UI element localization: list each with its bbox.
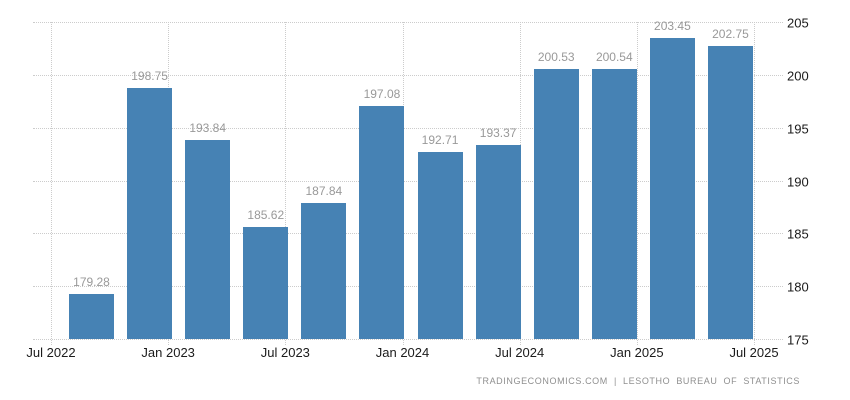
bar[interactable] xyxy=(417,151,463,339)
bar-value-label: 185.62 xyxy=(247,207,285,222)
bar[interactable] xyxy=(707,45,753,339)
x-axis-tick-label: Jul 2025 xyxy=(729,345,779,360)
bar-value-label: 193.84 xyxy=(189,120,227,135)
bar[interactable] xyxy=(649,38,695,339)
bar[interactable] xyxy=(359,105,405,339)
bar-value-label: 200.53 xyxy=(537,50,575,65)
bar-value-label: 197.08 xyxy=(363,86,401,101)
bar-value-label: 193.37 xyxy=(479,125,517,140)
vertical-gridline xyxy=(636,22,638,345)
horizontal-gridline xyxy=(33,233,783,235)
horizontal-gridline xyxy=(33,339,783,340)
y-axis-tick-label: 200 xyxy=(787,68,809,84)
x-axis-tick-label: Jan 2023 xyxy=(141,345,195,360)
bar[interactable] xyxy=(69,293,114,339)
horizontal-gridline xyxy=(33,127,783,129)
x-axis-tick-label: Jul 2022 xyxy=(26,345,76,360)
vertical-gridline xyxy=(285,22,287,345)
y-axis-tick-label: 180 xyxy=(787,279,809,295)
bar-value-label: 202.75 xyxy=(712,26,749,41)
y-axis-tick-label: 190 xyxy=(787,174,809,189)
vertical-gridline xyxy=(51,22,52,345)
bar-value-label: 198.75 xyxy=(131,69,168,84)
bar-value-label: 179.28 xyxy=(73,274,110,289)
attribution-text: TRADINGECONOMICS.COM | LESOTHO BUREAU OF… xyxy=(476,376,800,386)
horizontal-gridline xyxy=(33,74,783,76)
bar[interactable] xyxy=(243,226,289,339)
horizontal-gridline xyxy=(33,286,783,288)
bar-value-label: 192.71 xyxy=(421,132,459,147)
y-axis-tick-label: 205 xyxy=(787,15,809,31)
y-axis-tick-label: 195 xyxy=(787,121,809,137)
x-axis-tick-label: Jan 2024 xyxy=(375,345,430,360)
bar-value-label: 200.54 xyxy=(595,50,633,65)
bar-value-label: 187.84 xyxy=(305,184,343,199)
bar[interactable] xyxy=(185,139,231,339)
bar-value-label: 203.45 xyxy=(654,19,691,34)
vertical-gridline xyxy=(754,22,756,345)
x-axis-tick-label: Jan 2025 xyxy=(610,345,664,360)
bar[interactable] xyxy=(533,69,579,339)
y-axis-tick-label: 185 xyxy=(787,226,809,242)
horizontal-gridline xyxy=(33,22,783,23)
bar[interactable] xyxy=(127,88,173,339)
bar[interactable] xyxy=(301,203,347,339)
bar[interactable] xyxy=(475,144,521,339)
horizontal-gridline xyxy=(33,180,783,182)
x-axis-tick-label: Jul 2023 xyxy=(260,345,310,360)
bar[interactable] xyxy=(591,69,637,339)
y-axis-tick-label: 175 xyxy=(787,332,809,348)
x-axis-tick-label: Jul 2024 xyxy=(495,345,545,360)
